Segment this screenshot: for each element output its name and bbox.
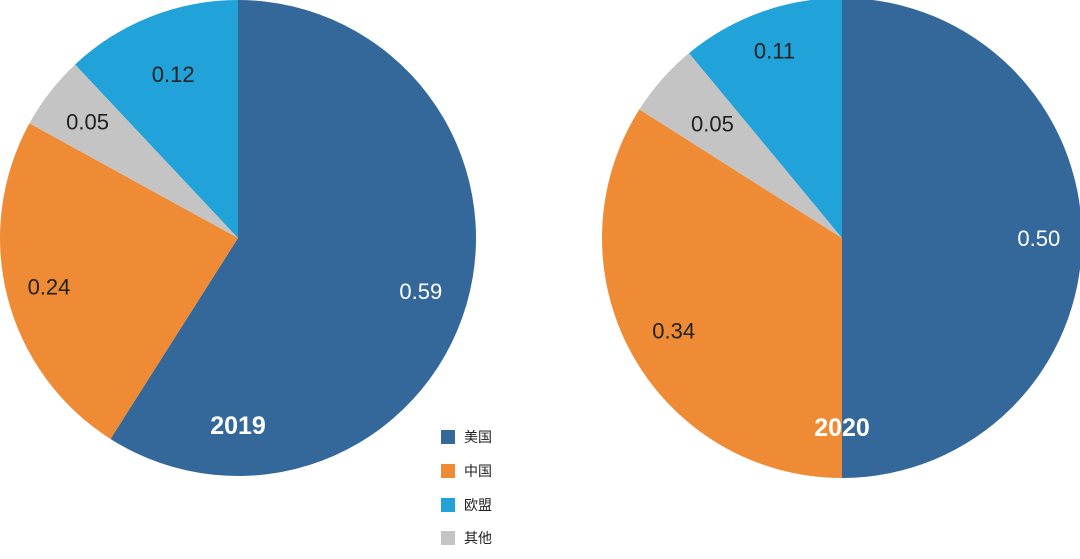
pie-slice-usa-2020 — [842, 0, 1080, 478]
pie-slice-usa-2019 — [110, 0, 476, 476]
legend-swatch-eu — [441, 498, 455, 512]
pie-title-2020: 2020 — [814, 414, 870, 442]
legend-label-other: 其他 — [464, 531, 492, 547]
slice-label-china-2019: 0.24 — [28, 275, 71, 300]
slice-label-other-2020: 0.05 — [691, 112, 734, 137]
slice-label-eu-2020: 0.11 — [754, 39, 795, 64]
slice-label-usa-2020: 0.50 — [1017, 226, 1060, 251]
legend-item-usa: 美国 — [441, 430, 492, 446]
legend-item-other: 其他 — [441, 531, 492, 547]
pie-chart-2020: 0.50 0.34 0.05 0.11 2020 — [601, 0, 1080, 479]
legend-item-china: 中国 — [441, 464, 492, 480]
slice-label-usa-2019: 0.59 — [399, 279, 442, 304]
legend-swatch-china — [441, 464, 455, 478]
legend-label-china: 中国 — [464, 464, 492, 480]
pie-slice-eu-2019 — [75, 0, 238, 238]
slice-label-eu-2019: 0.12 — [152, 62, 195, 87]
slice-label-china-2020: 0.34 — [652, 319, 695, 344]
slice-label-other-2019: 0.05 — [66, 109, 109, 134]
legend-swatch-usa — [441, 430, 455, 444]
pie-slice-eu-2020 — [689, 0, 842, 238]
pie-title-2019: 2019 — [210, 412, 266, 440]
pie-slice-other-2019 — [29, 64, 238, 238]
legend-item-eu: 欧盟 — [441, 498, 492, 514]
pie-slice-other-2020 — [639, 53, 842, 238]
legend-swatch-other — [441, 531, 455, 545]
pie-slice-china-2019 — [0, 123, 238, 439]
legend: 美国 中国 欧盟 其他 — [441, 430, 492, 547]
legend-label-eu: 欧盟 — [464, 498, 492, 514]
pie-slice-china-2020 — [601, 109, 842, 479]
legend-label-usa: 美国 — [464, 430, 492, 446]
pie-chart-2019: 0.59 0.24 0.05 0.12 2019 — [0, 0, 476, 476]
